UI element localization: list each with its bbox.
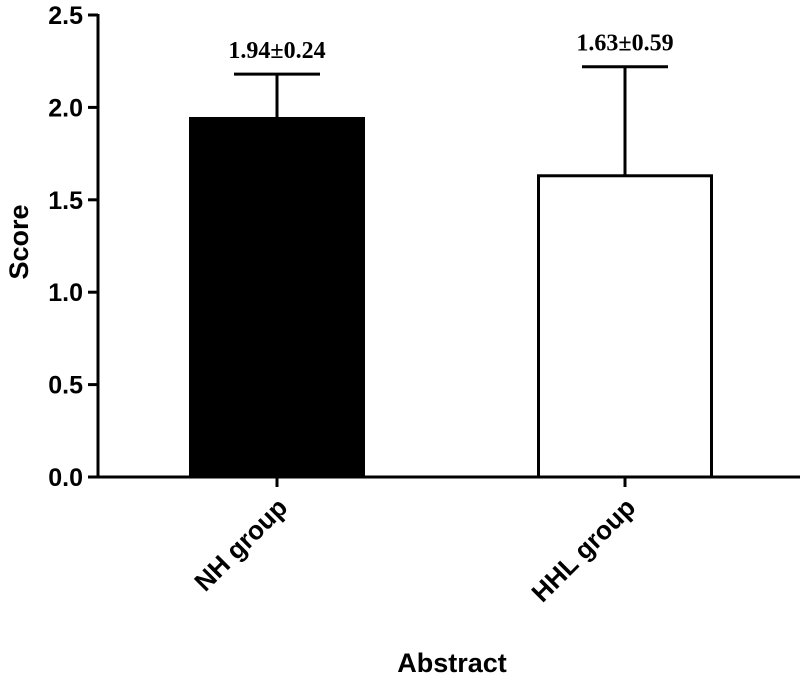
error-bars [234,65,668,176]
y-axis-title: Score [4,204,34,279]
y-tick-label: 0.0 [48,464,83,492]
bar [189,116,365,479]
x-tick-label: HHL group [525,492,641,608]
y-tick-label: 0.5 [48,372,83,400]
bar [537,174,713,479]
y-tick-label: 2.5 [48,2,83,30]
y-tick-label: 1.5 [48,187,83,215]
x-axis-title: Abstract [397,648,507,678]
data-label: 1.94±0.24 [228,38,325,64]
bars [189,116,713,479]
y-tick-label: 2.0 [48,94,83,122]
data-label: 1.63±0.59 [576,31,673,57]
y-tick-label: 1.0 [48,279,83,307]
x-tick-label: NH group [188,492,293,597]
